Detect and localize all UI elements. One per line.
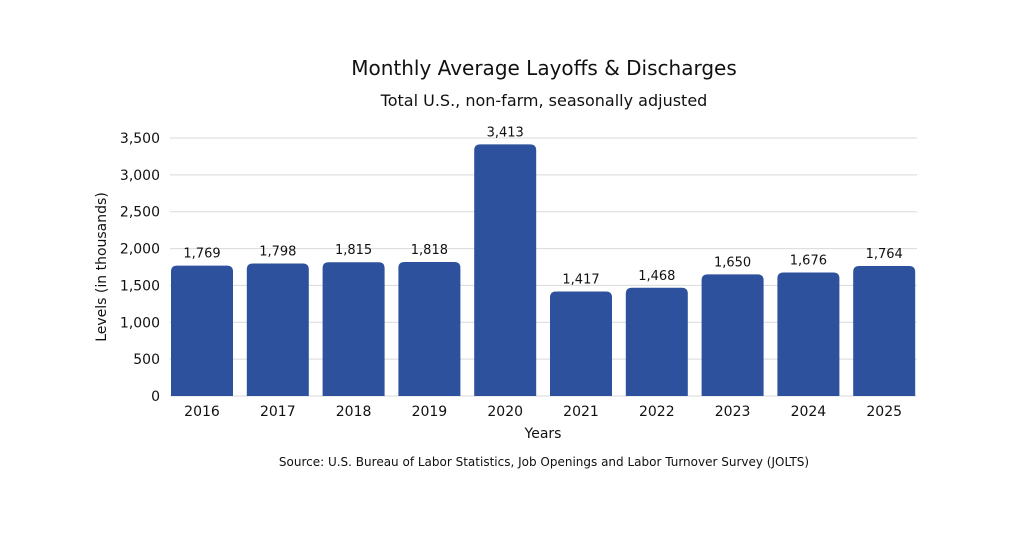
bar-2017 [246,263,309,396]
bar-2020 [474,144,537,396]
x-tick-label: 2020 [487,404,523,420]
source-note: Source: U.S. Bureau of Labor Statistics,… [279,455,809,469]
data-label: 1,764 [866,247,903,262]
data-label: 1,468 [638,269,675,284]
bar-2022 [625,287,688,396]
x-axis-ticks: 2016 2017 2018 2019 2020 2021 2022 2023 2024 2025 [184,404,902,420]
x-axis-label: Years [524,426,562,442]
data-label: 1,798 [259,244,296,259]
y-tick-label: 2,500 [120,205,160,221]
data-label: 1,417 [562,273,599,288]
x-tick-label: 2022 [639,404,675,420]
bar-2024 [777,272,840,396]
y-tick-label: 3,500 [120,131,160,147]
y-tick-label: 500 [133,352,160,368]
x-tick-label: 2018 [336,404,372,420]
data-labels: 1,769 1,798 1,815 1,818 3,413 1,417 1,468 1,650… [183,125,902,287]
x-tick-label: 2023 [715,404,751,420]
y-axis-label: Levels (in thousands) [94,192,110,342]
bar-2025 [853,265,916,396]
y-tick-label: 3,000 [120,168,160,184]
x-tick-label: 2019 [412,404,448,420]
y-tick-label: 2,000 [120,242,160,258]
x-tick-label: 2016 [184,404,220,420]
bar-2018 [322,262,385,396]
bar-2019 [398,261,461,396]
data-label: 1,769 [183,247,220,262]
y-axis-ticks: 0 500 1,000 1,500 2,000 2,500 3,000 3,500 [120,131,160,405]
chart-title: Monthly Average Layoffs & Discharges [351,56,737,80]
data-label: 1,650 [714,255,751,270]
data-label: 3,413 [487,125,524,140]
y-tick-label: 1,000 [120,315,160,331]
bar-2016 [171,265,233,396]
x-tick-label: 2025 [866,404,902,420]
bar-2023 [701,274,764,396]
x-tick-label: 2021 [563,404,599,420]
x-tick-label: 2017 [260,404,296,420]
data-label: 1,818 [411,243,448,258]
bars [171,144,916,396]
data-label: 1,676 [790,253,827,268]
x-tick-label: 2024 [791,404,827,420]
chart-subtitle: Total U.S., non-farm, seasonally adjuste… [380,91,708,110]
y-tick-label: 0 [151,389,160,405]
y-tick-label: 1,500 [120,278,160,294]
data-label: 1,815 [335,243,372,258]
bar-2021 [550,291,612,396]
